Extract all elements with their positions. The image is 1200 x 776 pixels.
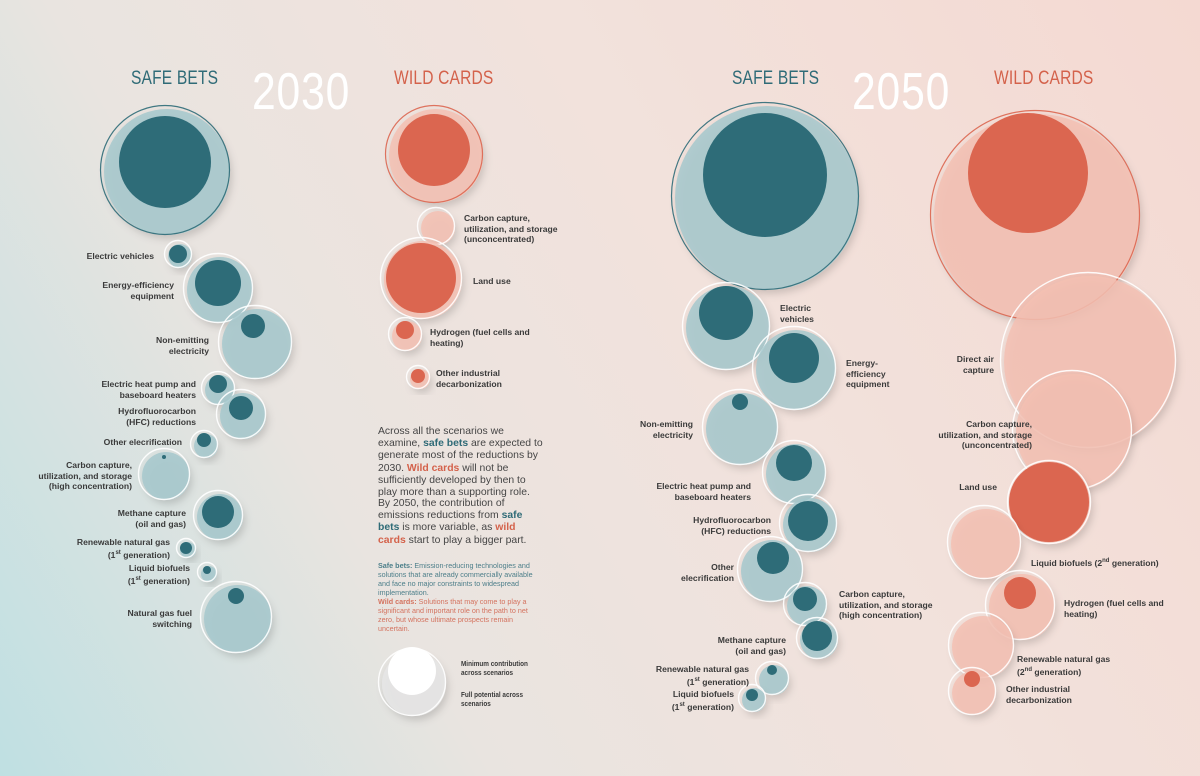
bubble-2050-non-emitting-electricity: [701, 388, 779, 466]
label-2030-liquid-biofuels: Liquid biofuels (1st generation): [127, 563, 190, 586]
year-2050-title: 2050: [852, 63, 951, 121]
label-2030-rng: Renewable natural gas (1st generation): [76, 537, 170, 560]
safe-bets-2050-header: SAFE BETS: [732, 68, 820, 89]
bubble-2030-methane-capture: [192, 489, 244, 541]
bubble-2030-hydrogen: [387, 316, 423, 352]
bubble-2030-other-elecrification: [189, 429, 219, 459]
label-2050-land-use: Land use: [959, 482, 997, 492]
label-2030-methane-capture: Methane capture (oil and gas): [117, 508, 186, 529]
bubble-2030-other-industrial: [405, 364, 431, 390]
label-2050-ccus-unconcentrated: Carbon capture, utilization, and storage…: [938, 419, 1032, 450]
bubble-2030-electric-vehicles: [163, 239, 193, 269]
label-2050-energy-efficiency: Energy-efficiency equipment: [846, 358, 890, 389]
bubble-2030-safe-total: [99, 104, 231, 236]
label-2050-liquid-biofuels: Liquid biofuels (1st generation): [671, 689, 734, 712]
label-2030-ccus-high: Carbon capture, utilization, and storage…: [38, 460, 132, 491]
label-2050-rng-2nd: Renewable natural gas (2nd generation): [1017, 654, 1111, 677]
label-2030-electric-vehicles: Electric vehicles: [86, 251, 154, 261]
label-2030-hydrogen: Hydrogen (fuel cells and heating): [430, 327, 530, 348]
label-2050-liquid-biofuels-2nd: Liquid biofuels (2nd generation): [1031, 557, 1159, 568]
label-2050-rng: Renewable natural gas (1st generation): [655, 664, 749, 687]
label-2030-other-elecrification: Other elecrification: [103, 437, 182, 447]
bubble-2050-land-use: [1006, 459, 1092, 545]
bubble-2030-wild-total: [384, 104, 484, 204]
label-2050-hfc: Hydrofluorocarbon (HFC) reductions: [693, 515, 771, 536]
bubble-2050-rng: [754, 660, 790, 696]
label-2050-non-emitting-electricity: Non-emitting electricity: [640, 419, 693, 440]
bubble-2050-methane-capture: [795, 616, 839, 660]
label-2050-hydrogen: Hydrogen (fuel cells and heating): [1064, 598, 1164, 619]
bubble-2050-other-industrial: [947, 666, 997, 716]
bubble-2050-hfc: [778, 493, 838, 553]
label-2030-energy-efficiency: Energy-efficiency equipment: [102, 280, 174, 301]
bubble-2050-liquid-biofuels: [737, 683, 767, 713]
label-2030-other-industrial: Other industrial decarbonization: [436, 368, 502, 389]
bubble-2050-rng-2nd: [947, 611, 1015, 679]
bubble-2050-energy-efficiency: [751, 325, 837, 411]
label-2050-direct-air-capture: Direct air capture: [956, 354, 994, 375]
intro-paragraph-1: Across all the scenarios we examine, saf…: [378, 426, 543, 499]
bubble-2030-ccus-high: [137, 447, 191, 501]
label-2030-natural-gas-switching: Natural gas fuel switching: [127, 608, 192, 629]
label-2030-heat-pump: Electric heat pump and baseboard heaters: [101, 379, 196, 400]
label-2030-hfc: Hydrofluorocarbon (HFC) reductions: [118, 406, 196, 427]
bubble-2050-ccus-high: [782, 581, 828, 627]
bubble-2030-ccus-unconcentrated: [416, 206, 456, 246]
bubble-2050-other-elecrification: [736, 535, 804, 603]
bubble-2050-safe-total: [670, 101, 860, 291]
bubble-2050-liquid-biofuels-2nd: [946, 504, 1022, 580]
bubble-2030-land-use: [379, 236, 463, 320]
bubble-2030-hfc: [215, 388, 267, 440]
legend-bubble: [377, 647, 447, 717]
year-2030-title: 2030: [252, 63, 351, 121]
label-2050-methane-capture: Methane capture (oil and gas): [717, 635, 786, 656]
legend-min-label: Minimum contribution across scenarios: [461, 659, 528, 677]
bubble-2030-non-emitting-electricity: [217, 304, 293, 380]
bubble-2030-energy-efficiency: [182, 252, 254, 324]
wild-cards-definition: Wild cards: Solutions that may come to p…: [378, 597, 528, 633]
label-2050-other-industrial: Other industrial decarbonization: [1006, 684, 1072, 705]
bubble-2050-wild-total: [929, 109, 1141, 321]
label-2030-non-emitting-electricity: Non-emitting electricity: [156, 335, 209, 356]
label-2030-land-use: Land use: [473, 276, 511, 286]
label-2050-ccus-high: Carbon capture, utilization, and storage…: [839, 589, 933, 620]
safe-bets-2030-header: SAFE BETS: [131, 68, 219, 89]
wild-cards-2050-header: WILD CARDS: [994, 68, 1094, 89]
label-2050-heat-pump: Electric heat pump and baseboard heaters: [656, 481, 751, 502]
safe-bets-definition: Safe bets: Emission-reducing technologie…: [378, 561, 533, 597]
label-2030-ccus-unconcentrated: Carbon capture, utilization, and storage…: [464, 213, 558, 244]
legend-full-label: Full potential across scenarios: [461, 690, 523, 708]
wild-cards-2030-header: WILD CARDS: [394, 68, 494, 89]
label-2050-other-elecrification: Other elecrification: [680, 562, 734, 583]
bubble-2050-heat-pump: [761, 439, 827, 505]
intro-paragraph-2: By 2050, the contribution of emissions r…: [378, 498, 527, 546]
bubble-2030-liquid-biofuels: [196, 561, 218, 583]
bubble-2050-electric-vehicles: [681, 281, 771, 371]
bubble-2030-natural-gas-switching: [199, 580, 273, 654]
label-2050-electric-vehicles: Electric vehicles: [780, 303, 814, 324]
bubble-2030-rng: [175, 537, 197, 559]
